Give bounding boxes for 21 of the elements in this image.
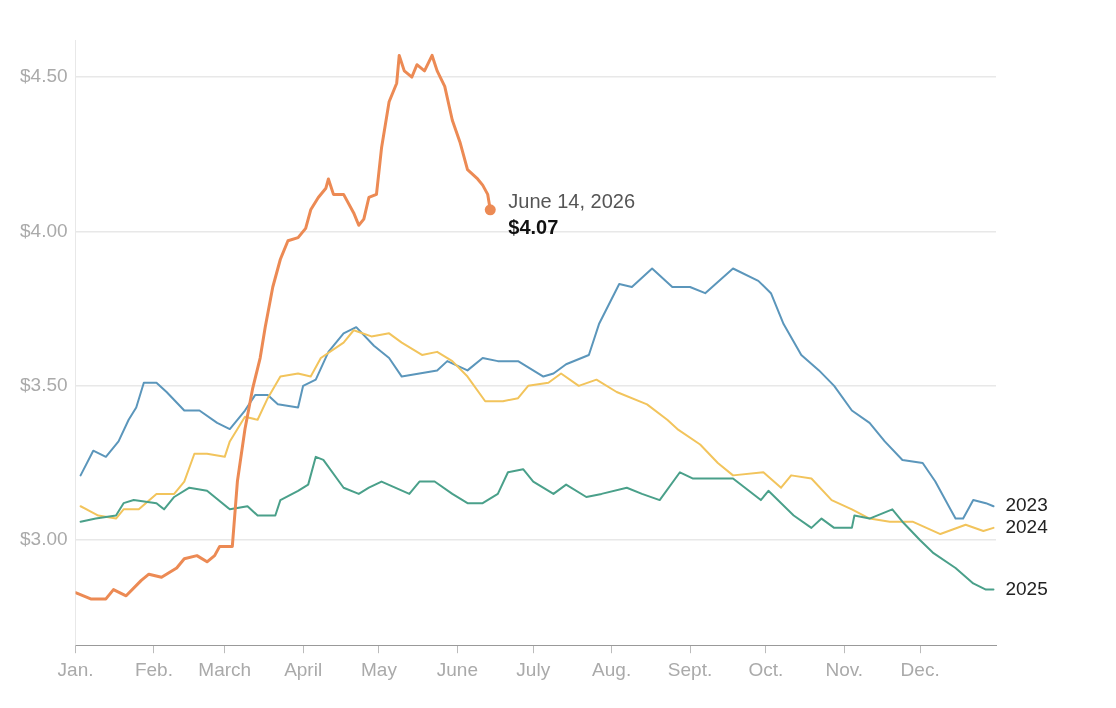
y-tick-label: $4.50 — [20, 65, 68, 87]
x-tick-label: April — [284, 658, 323, 680]
x-tick-label: May — [361, 658, 398, 680]
x-tick-label: July — [516, 658, 551, 680]
x-tick-label: March — [198, 658, 252, 680]
x-tick-label: June — [436, 658, 478, 680]
x-tick-label: Oct. — [748, 658, 784, 680]
x-tick-label: Sept. — [667, 658, 713, 680]
annotation: June 14, 2026 — [508, 190, 636, 213]
x-tick-label: Jan. — [57, 658, 94, 680]
x-tick-label: Aug. — [592, 658, 632, 680]
y-tick-label: $3.00 — [20, 528, 68, 550]
y-tick-label: $3.50 — [20, 374, 68, 396]
x-tick-label: Dec. — [900, 658, 940, 680]
series-label: 2025 — [1005, 577, 1048, 599]
data-label: $4.07 — [508, 216, 559, 239]
x-tick-label: Feb. — [134, 658, 173, 680]
series-label: 2024 — [1005, 516, 1049, 538]
series-label: 2023 — [1005, 494, 1048, 516]
y-tick-label: $4.00 — [20, 219, 68, 241]
x-tick-label: Nov. — [825, 658, 864, 680]
